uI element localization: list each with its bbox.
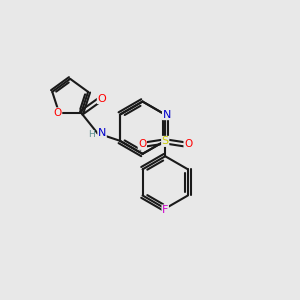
Text: N: N bbox=[98, 128, 106, 138]
Text: N: N bbox=[163, 110, 171, 120]
Text: O: O bbox=[53, 108, 62, 118]
Text: S: S bbox=[162, 136, 169, 146]
Text: O: O bbox=[184, 140, 192, 149]
Text: H: H bbox=[88, 130, 94, 139]
Text: F: F bbox=[162, 205, 168, 215]
Text: O: O bbox=[97, 94, 106, 103]
Text: O: O bbox=[138, 140, 146, 149]
